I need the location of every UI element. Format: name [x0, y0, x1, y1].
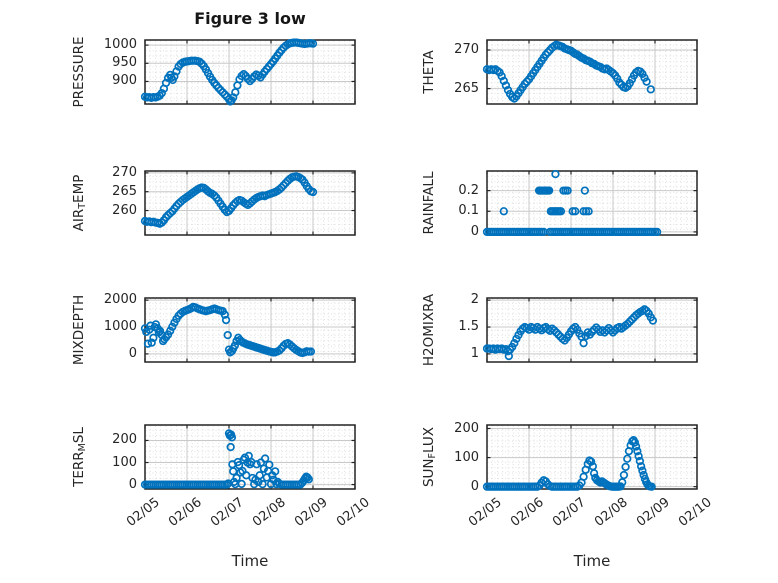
x-tick-label-sun_flux: 02/05	[465, 495, 505, 530]
x-tick-label-terr_msl: 02/05	[123, 495, 163, 530]
x-tick-label-terr_msl: 02/09	[291, 495, 331, 530]
figure-title: Figure 3 low	[194, 9, 306, 28]
scatter-series-mixdepth	[140, 302, 316, 358]
y-tick-label-air_temp: 260	[112, 202, 137, 218]
subplot-rainfall: 0 0.1 0.2 RAINFALL	[421, 169, 698, 239]
y-tick-label-terr_msl: 0	[128, 476, 137, 492]
y-tick-label-mixdepth: 1000	[103, 319, 137, 335]
y-tick-label-sun_flux: 0	[470, 478, 479, 494]
y-tick-label-air_temp: 265	[112, 183, 137, 199]
scatter-series-sun_flux	[482, 435, 656, 491]
plot-area-air_temp	[140, 170, 356, 236]
scatter-series-terr_msl	[140, 429, 313, 489]
x-tick-label-sun_flux: 02/10	[675, 495, 715, 530]
subplot-terr-msl: 0 100 200 TERR M SL 02/05 02/06 02/07 02/08 02/09 0…	[71, 424, 372, 530]
scatter-series-pressure	[140, 38, 318, 106]
y-tick-label-pressure: 950	[112, 55, 137, 71]
plot-area-theta	[482, 39, 698, 105]
x-tick-label-terr_msl: 02/08	[249, 495, 289, 530]
plot-area-pressure	[140, 38, 356, 106]
x-tick-label-sun_flux: 02/09	[633, 495, 673, 530]
scatter-series-air_temp	[140, 172, 318, 228]
subplot-theta: 265 270 THETA	[421, 39, 698, 105]
plot-area-mixdepth	[140, 297, 356, 363]
x-axis-label-right: Time	[573, 552, 611, 570]
y-tick-label-h2omixra: 2	[470, 292, 479, 308]
y-tick-label-mixdepth: 0	[128, 345, 137, 361]
subplot-sun-flux: 0 100 200 SUN F LUX 02/05 02/06 02/07 02/08 02/09 0…	[421, 421, 714, 530]
scatter-series-h2omixra	[482, 305, 658, 361]
y-tick-label-pressure: 1000	[103, 37, 137, 53]
y-tick-label-theta: 270	[454, 42, 479, 58]
plot-area-rainfall	[482, 169, 698, 237]
y-tick-label-sun_flux: 200	[454, 420, 479, 436]
plot-area-terr_msl	[140, 424, 356, 490]
y-tick-label-rainfall: 0.1	[458, 203, 479, 219]
y-tick-label-h2omixra: 1	[470, 345, 479, 361]
x-tick-label-sun_flux: 02/07	[549, 495, 589, 530]
x-tick-label-sun_flux: 02/08	[591, 495, 631, 530]
subplot-mixdepth: 0 1000 2000 MIXDEPTH	[71, 292, 356, 365]
subplot-pressure: 900 950 1000 PRESSURE	[71, 37, 356, 108]
x-tick-label-terr_msl: 02/10	[333, 495, 373, 530]
y-tick-label-terr_msl: 200	[112, 432, 137, 448]
subplot-air-temp: 260 265 270 AIR T EMP	[71, 165, 356, 236]
y-tick-label-pressure: 900	[112, 73, 137, 89]
plot-area-sun_flux	[482, 424, 698, 491]
x-axis-label-left: Time	[231, 552, 269, 570]
y-tick-label-h2omixra: 1.5	[458, 319, 479, 335]
y-tick-label-theta: 265	[454, 80, 479, 96]
y-tick-label-rainfall: 0	[470, 223, 479, 239]
x-tick-label-sun_flux: 02/06	[507, 495, 547, 530]
y-tick-label-rainfall: 0.2	[458, 182, 479, 198]
subplot-h2omixra: 1 1.5 2 H2OMIXRA	[421, 292, 698, 366]
plot-area-h2omixra	[482, 297, 698, 363]
scatter-series-rainfall	[482, 169, 662, 237]
scatter-series-theta	[482, 40, 655, 103]
y-tick-label-mixdepth: 2000	[103, 292, 137, 308]
x-tick-label-terr_msl: 02/06	[165, 495, 205, 530]
y-tick-label-air_temp: 270	[112, 164, 137, 180]
x-tick-label-terr_msl: 02/07	[207, 495, 247, 530]
y-tick-label-terr_msl: 100	[112, 454, 137, 470]
y-tick-label-sun_flux: 100	[454, 449, 479, 465]
